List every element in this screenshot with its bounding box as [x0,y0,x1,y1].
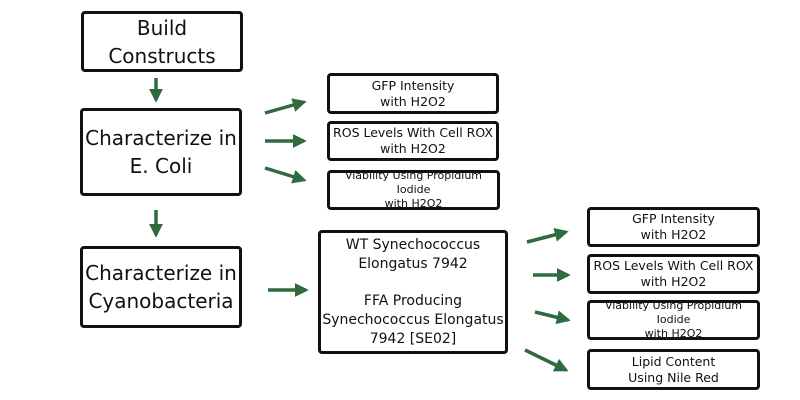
strains-box: WT Synechococcus Elongatus 7942 FFA Prod… [318,230,508,354]
ecoli-ros-levels-box: ROS Levels With Cell ROX with H2O2 [327,121,499,161]
cyano-lipid-content-box: Lipid Content Using Nile Red [587,349,760,390]
cyano-ros-levels-box: ROS Levels With Cell ROX with H2O2 [587,254,760,294]
arrow-strains-to-gfp [526,228,569,244]
cyano-gfp-intensity-box: GFP Intensity with H2O2 [587,207,760,247]
ecoli-gfp-intensity-box: GFP Intensity with H2O2 [327,73,499,114]
arrow-strains-to-viability [534,310,571,325]
characterize-ecoli-box: Characterize in E. Coli [80,108,242,196]
characterize-cyanobacteria-box: Characterize in Cyanobacteria [80,246,242,328]
build-constructs-box: Build Constructs [81,11,243,72]
cyano-viability-box: Viability Using Propidium Iodide with H2… [587,299,760,340]
ecoli-viability-box: Viability Using Propidium Iodide with H2… [327,169,500,210]
arrow-ecoli-to-viability [264,166,307,184]
arrow-ecoli-to-gfp [264,98,307,115]
arrow-strains-to-lipid [524,348,569,372]
